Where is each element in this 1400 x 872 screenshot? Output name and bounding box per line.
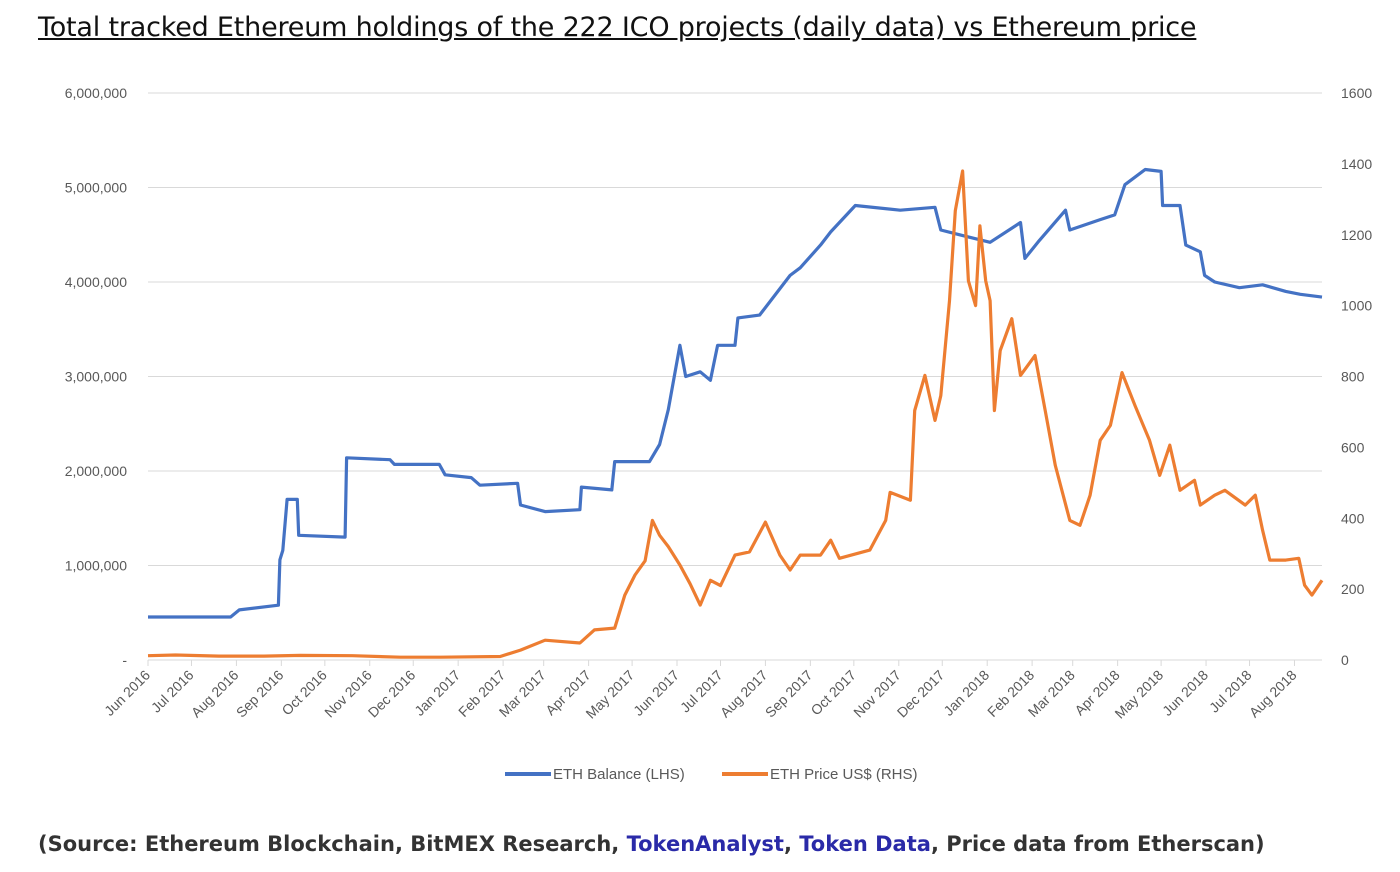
x-tick-label: Aug 2016	[188, 667, 242, 721]
series-line-eth-price	[147, 169, 1324, 659]
y-left-tick-label: 3,000,000	[65, 369, 127, 385]
y-right-tick-label: 800	[1341, 369, 1365, 385]
legend-label: ETH Balance (LHS)	[553, 766, 685, 783]
y-left-tick-label: 4,000,000	[65, 274, 127, 290]
x-tick-label: Dec 2017	[894, 667, 948, 721]
x-tick-label: Jan 2018	[940, 667, 992, 719]
y-axis-right: 0 200 400 600 800 1000 1200 1400 1600	[1341, 85, 1372, 668]
source-suffix: , Price data from Etherscan)	[930, 832, 1265, 856]
source-note: (Source: Ethereum Blockchain, BitMEX Res…	[38, 832, 1265, 856]
token-data-link[interactable]: Token Data	[799, 832, 931, 856]
tokenanalyst-link[interactable]: TokenAnalyst	[626, 832, 784, 856]
y-left-tick-label: -	[122, 652, 127, 668]
x-tick-label: Jan 2017	[411, 667, 463, 719]
x-tick-label: Jun 2017	[630, 667, 682, 719]
source-prefix: (Source: Ethereum Blockchain, BitMEX Res…	[38, 832, 627, 856]
y-right-tick-label: 200	[1341, 581, 1365, 597]
y-right-tick-label: 1000	[1341, 298, 1372, 314]
x-tick-label: Aug 2018	[1246, 667, 1300, 721]
series-line-eth-balance	[148, 167, 1323, 619]
legend: ETH Balance (LHS) ETH Price US$ (RHS)	[505, 766, 918, 783]
gridlines	[148, 92, 1322, 661]
y-left-tick-label: 1,000,000	[65, 558, 127, 574]
x-tick-label: Jun 2018	[1159, 667, 1211, 719]
y-left-tick-label: 6,000,000	[65, 85, 127, 101]
y-right-tick-label: 1600	[1341, 85, 1372, 101]
y-right-tick-label: 0	[1341, 652, 1349, 668]
x-tick-label: May 2018	[1111, 667, 1166, 722]
y-axis-left: - 1,000,000 2,000,000 3,000,000 4,000,000 5,0…	[65, 85, 128, 668]
x-tick-label: Jun 2016	[101, 667, 153, 719]
series-lines	[147, 167, 1324, 659]
chart-title: Total tracked Ethereum holdings of the 2…	[38, 12, 1197, 43]
y-right-tick-label: 1400	[1341, 156, 1372, 172]
x-tick-label: Aug 2017	[717, 667, 771, 721]
x-tick-label: Dec 2016	[365, 667, 419, 721]
x-tick-label: Sep 2017	[762, 667, 816, 721]
y-left-tick-label: 2,000,000	[65, 463, 127, 479]
y-left-tick-label: 5,000,000	[65, 180, 127, 196]
source-separator: ,	[783, 832, 800, 856]
y-right-tick-label: 1200	[1341, 227, 1372, 243]
y-right-tick-label: 600	[1341, 439, 1365, 455]
y-right-tick-label: 400	[1341, 510, 1365, 526]
x-tick-label: May 2017	[582, 667, 637, 722]
legend-label: ETH Price US$ (RHS)	[770, 766, 918, 783]
x-tick-label: Sep 2016	[233, 667, 287, 721]
